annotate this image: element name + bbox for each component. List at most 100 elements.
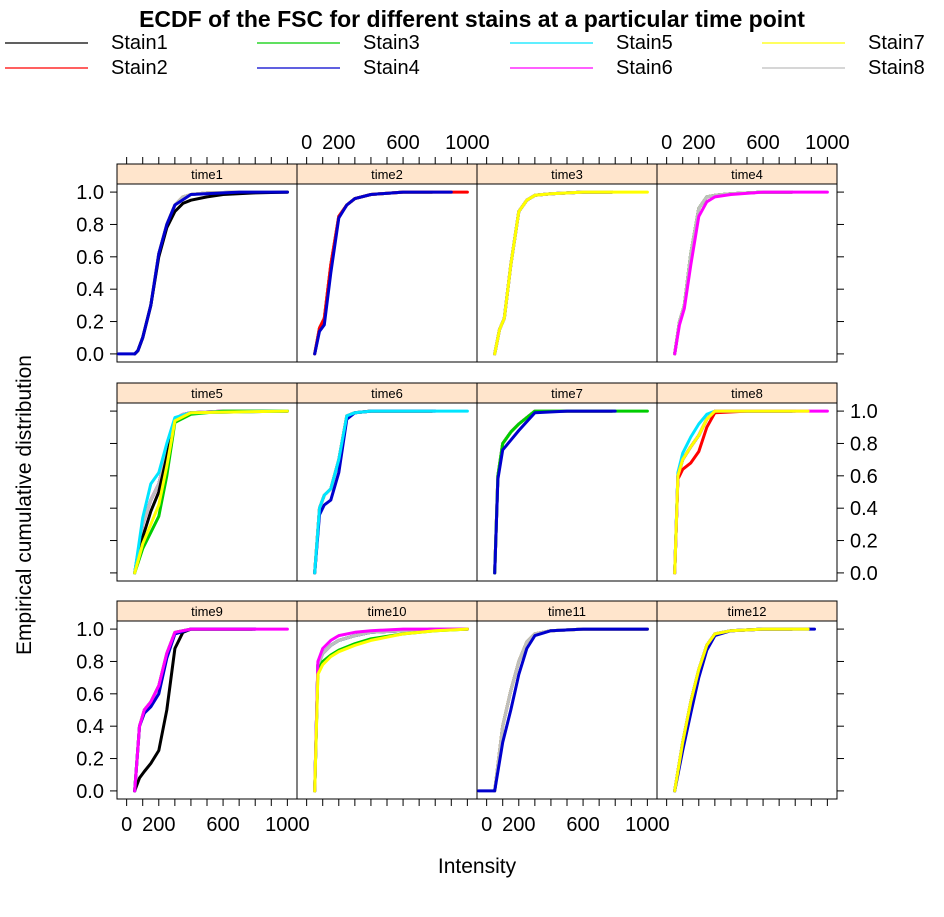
series-stain1-time3 (493, 190, 614, 356)
panel-frame-time5 (116, 402, 298, 582)
y-tick-label: 0.0 (76, 781, 104, 803)
series-stain6-time9 (133, 627, 289, 793)
x-axis-label: Intensity (438, 855, 517, 878)
x-tick-label: 600 (206, 814, 239, 836)
series-stain5-time3 (493, 190, 614, 356)
series-stain4-time12 (673, 627, 816, 793)
y-tick-label: 0.8 (76, 214, 104, 236)
panel-time7: time7 (476, 382, 658, 582)
series-stain7-time9 (133, 627, 254, 793)
panel-frame-time3 (476, 183, 658, 363)
panel-time6: time6 (296, 382, 478, 582)
panel-frame-time6 (296, 402, 478, 582)
series-stain1-time7 (493, 409, 614, 575)
series-stain4-time11 (477, 627, 649, 793)
series-stain7-time11 (493, 627, 649, 793)
panel-time2: time2 (296, 163, 478, 363)
panel-frame-time7 (476, 402, 658, 582)
series-stain3-time11 (493, 627, 649, 793)
series-stain3-time9 (133, 627, 254, 793)
series-stain3-time7 (493, 409, 649, 575)
panel-time10: time10 (296, 600, 478, 800)
y-tick-label: 0.2 (76, 749, 104, 771)
legend-label-stain8: Stain8 (868, 57, 925, 79)
panel-time8: time8 (656, 382, 838, 582)
x-tick-label: 1000 (805, 132, 850, 154)
y-tick-label: 0.6 (850, 466, 878, 488)
y-tick-label: 0.2 (850, 531, 878, 553)
x-tick-label: 200 (682, 132, 715, 154)
panel-time12: time12 (656, 600, 838, 800)
panel-time1: time1 (116, 163, 298, 363)
series-stain8-time3 (493, 190, 614, 356)
series-stain8-time4 (673, 190, 794, 356)
strip-label-time12: time12 (727, 604, 766, 619)
strip-label-time10: time10 (367, 604, 406, 619)
y-tick-label: 0.0 (76, 344, 104, 366)
series-stain1-time11 (493, 627, 649, 793)
series-stain3-time3 (493, 190, 614, 356)
panel-frame-time11 (476, 620, 658, 800)
series-stain7-time7 (493, 409, 614, 575)
legend-label-stain5: Stain5 (616, 32, 673, 54)
series-stain8-time11 (493, 627, 649, 793)
series-stain1-time9 (133, 627, 257, 793)
series-stain2-time7 (493, 409, 614, 575)
strip-label-time5: time5 (191, 386, 223, 401)
x-tick-label: 200 (322, 132, 355, 154)
panel-frame-time4 (656, 183, 838, 363)
series-stain2-time2 (313, 190, 469, 356)
y-tick-label: 1.0 (850, 401, 878, 423)
series-stain4-time9 (133, 627, 257, 793)
y-tick-label: 1.0 (76, 619, 104, 641)
series-stain1-time1 (133, 190, 289, 356)
strip-label-time2: time2 (371, 167, 403, 182)
x-tick-label: 0 (661, 132, 672, 154)
x-tick-label: 600 (746, 132, 779, 154)
series-stain5-time4 (673, 190, 794, 356)
y-tick-label: 0.6 (76, 684, 104, 706)
strip-label-time11: time11 (548, 604, 586, 619)
y-tick-label: 0.8 (850, 433, 878, 455)
series-stain2-time11 (493, 627, 649, 793)
x-tick-label: 1000 (625, 814, 670, 836)
series-stain4-time2 (313, 190, 453, 356)
series-stain7-time4 (673, 190, 794, 356)
legend-label-stain3: Stain3 (363, 32, 420, 54)
strip-label-time8: time8 (731, 386, 763, 401)
series-stain5-time9 (133, 627, 254, 793)
panel-frame-time2 (296, 183, 478, 363)
y-tick-label: 0.8 (76, 651, 104, 673)
series-stain7-time3 (493, 190, 649, 356)
series-stain8-time7 (493, 409, 614, 575)
x-tick-label: 600 (566, 814, 599, 836)
panel-grid: time1 time2 time3 time4 time5 time6 time7 time8… (116, 163, 838, 800)
series-stain2-time9 (133, 627, 254, 793)
strip-label-time6: time6 (371, 386, 403, 401)
panel-time9: time9 (116, 600, 298, 800)
series-stain4-time4 (673, 190, 794, 356)
y-tick-label: 0.0 (850, 563, 878, 585)
y-tick-label: 0.6 (76, 247, 104, 269)
x-tick-label: 200 (502, 814, 535, 836)
axes: 0 200 600 1000 0 200 600 1000 0 200 600 1000 0 200 600… (76, 132, 878, 836)
legend-label-stain7: Stain7 (868, 32, 925, 54)
strip-label-time7: time7 (551, 386, 583, 401)
series-stain4-time1 (117, 190, 289, 356)
panel-time11: time11 (476, 600, 658, 800)
series-stain4-time7 (493, 409, 617, 575)
legend-label-stain1: Stain1 (111, 32, 168, 54)
panel-time3: time3 (476, 163, 658, 363)
y-tick-label: 0.4 (850, 498, 878, 520)
legend-label-stain6: Stain6 (616, 57, 673, 79)
series-stain7-time10 (313, 627, 469, 793)
series-stain3-time4 (673, 190, 794, 356)
series-stain5-time7 (493, 409, 614, 575)
series-stain1-time5 (133, 409, 289, 575)
y-tick-label: 0.4 (76, 716, 104, 738)
series-stain4-time6 (313, 409, 437, 575)
chart-title: ECDF of the FSC for different stains at … (139, 6, 805, 32)
series-stain5-time6 (313, 409, 469, 575)
legend-label-stain4: Stain4 (363, 57, 420, 79)
